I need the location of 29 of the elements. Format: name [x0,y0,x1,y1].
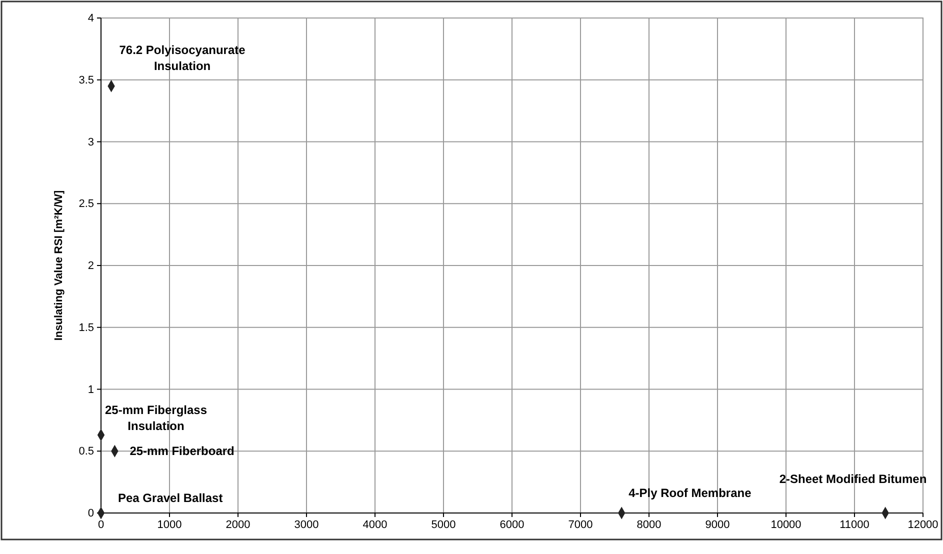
x-tick-label: 0 [98,518,104,531]
x-tick-label: 11000 [840,518,870,531]
y-tick-label: 2 [88,260,94,272]
y-tick-label: 0 [88,508,94,520]
y-tick-label: 3 [88,136,94,148]
y-tick-label: 2.5 [78,198,94,210]
x-tick-label: 6000 [500,518,524,531]
x-tick-label: 12000 [908,518,938,531]
annotation: 2-Sheet Modified Bitumen [779,472,927,486]
x-tick-label: 1000 [157,518,182,531]
y-axis-title: Insulating Value RSI [m²K/W] [53,190,65,341]
annotation: 25-mm Fiberboard [130,444,234,458]
annotation: 25-mm Fiberglass Insulation [104,403,208,434]
x-tick-label: 8000 [636,518,662,531]
y-tick-label: 1 [88,384,94,396]
annotation: Pea Gravel Ballast [118,491,223,505]
y-tick-label: 3.5 [78,74,94,86]
annotation: 4-Ply Roof Membrane [628,486,752,500]
annotation: 76.2 Polyisocyanurate Insulation [119,43,246,74]
x-tick-label: 2000 [226,518,250,531]
x-tick-label: 3000 [294,518,319,531]
x-tick-label: 5000 [431,518,456,531]
y-tick-label: 1.5 [78,322,94,334]
x-tick-label: 7000 [568,518,593,531]
y-tick-label: 4 [88,12,94,25]
x-tick-label: 10000 [770,518,802,531]
x-tick-label: 9000 [705,518,730,531]
x-tick-label: 4000 [362,518,388,531]
y-tick-label: 0.5 [78,446,94,458]
